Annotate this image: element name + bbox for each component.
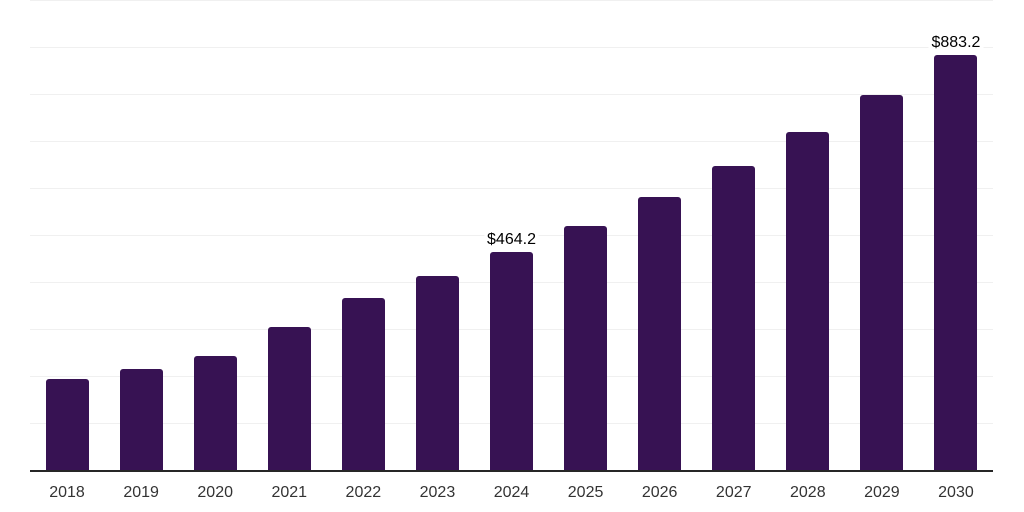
- bar-2030[interactable]: [934, 54, 978, 470]
- x-tick-2020: 2020: [197, 484, 233, 501]
- bar-2026[interactable]: [638, 196, 682, 470]
- x-tick-2026: 2026: [641, 484, 678, 501]
- x-tick-2021: 2021: [271, 484, 308, 501]
- data-label-2024: $464.2: [484, 231, 539, 248]
- gridline-1000: [30, 0, 993, 1]
- data-label-2030: $883.2: [928, 34, 984, 51]
- x-tick-2025: 2025: [567, 484, 604, 501]
- x-tick-2027: 2027: [715, 484, 752, 501]
- bar-2023[interactable]: [415, 275, 459, 470]
- bar-2025[interactable]: [564, 226, 608, 470]
- x-tick-2022: 2022: [345, 484, 382, 501]
- x-tick-2028: 2028: [790, 484, 826, 501]
- x-tick-2024: 2024: [493, 484, 530, 501]
- bar-2028[interactable]: [786, 131, 830, 470]
- x-tick-2023: 2023: [419, 484, 456, 501]
- bar-2019[interactable]: [119, 368, 163, 470]
- gridline-800: [30, 94, 993, 95]
- bar-2020[interactable]: [193, 355, 237, 470]
- bar-2024[interactable]: [490, 251, 533, 470]
- bar-2018[interactable]: [45, 378, 89, 470]
- gridline-700: [30, 141, 993, 142]
- x-tick-2019: 2019: [123, 484, 159, 501]
- plot-area: $464.2 $883.2: [30, 0, 993, 472]
- bar-2029[interactable]: [860, 94, 904, 470]
- bar-2027[interactable]: [712, 165, 756, 470]
- x-tick-2030: 2030: [938, 484, 974, 501]
- bar-2021[interactable]: [267, 327, 311, 470]
- x-axis-line: [30, 470, 993, 472]
- bar-2022[interactable]: [341, 297, 385, 470]
- gridline-900: [30, 47, 993, 48]
- x-tick-2029: 2029: [864, 484, 900, 501]
- gridline-600: [30, 188, 993, 189]
- x-tick-2018: 2018: [49, 484, 85, 501]
